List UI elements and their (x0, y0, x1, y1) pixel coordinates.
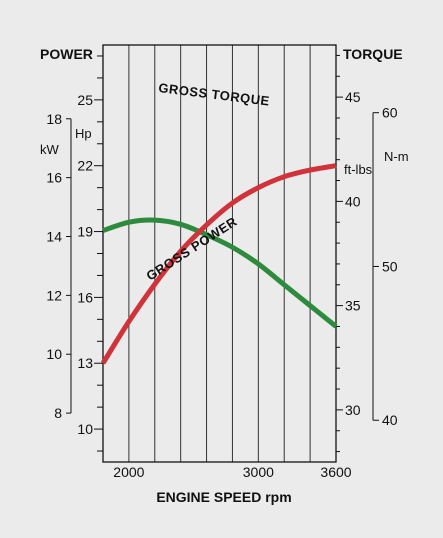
hp-tick-label: 22 (77, 158, 93, 174)
ftlbs-tick-label: 30 (345, 402, 361, 418)
kw-tick-label: 16 (46, 170, 62, 186)
nm-tick-label: 40 (382, 412, 398, 428)
torque-axis-title: TORQUE (343, 46, 403, 62)
kw-tick-label: 18 (46, 111, 62, 127)
hp-tick-label: 25 (77, 92, 93, 108)
ftlbs-unit-label: ft-lbs (344, 162, 373, 177)
kw-tick-label: 10 (46, 346, 62, 362)
gross-power-curve (100, 163, 337, 365)
kw-tick-label: 8 (54, 405, 62, 421)
kw-unit-label: kW (40, 142, 60, 157)
power-axis-title: POWER (40, 46, 93, 62)
x-tick-label: 3000 (243, 464, 274, 480)
hp-tick-label: 16 (77, 289, 93, 305)
x-axis-title: ENGINE SPEED rpm (156, 489, 291, 505)
ftlbs-tick-label: 45 (345, 89, 361, 105)
nm-tick-label: 50 (382, 258, 398, 274)
hp-tick-label: 19 (77, 224, 93, 240)
kw-tick-label: 14 (46, 229, 62, 245)
axes: 2000 3000 3600 25 22 19 16 13 10 18 16 14 12 10 8 45 40 3… (46, 54, 398, 480)
x-tick-label: 2000 (113, 464, 144, 480)
plot-area (103, 45, 336, 462)
hp-tick-label: 10 (77, 421, 93, 437)
series-layer (100, 163, 338, 365)
hp-tick-label: 13 (77, 355, 93, 371)
kw-tick-label: 12 (46, 287, 62, 303)
gross-torque-curve (102, 217, 338, 329)
ftlbs-tick-label: 40 (345, 193, 361, 209)
nm-tick-label: 60 (382, 105, 398, 121)
hp-unit-label: Hp (75, 126, 92, 141)
x-tick-label: 3600 (320, 464, 351, 480)
ftlbs-tick-label: 35 (345, 298, 361, 314)
nm-unit-label: N-m (384, 149, 409, 164)
